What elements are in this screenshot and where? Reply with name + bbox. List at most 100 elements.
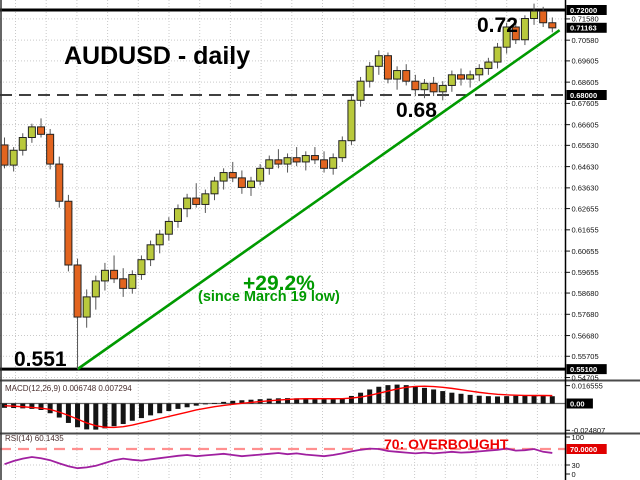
- candle-bullish: [329, 157, 338, 169]
- rsi-panel[interactable]: [0, 447, 566, 470]
- candle-bullish: [18, 137, 27, 151]
- candle-bearish: [539, 10, 548, 24]
- macd-histogram-bar: [440, 391, 446, 404]
- axis-price-label: 0.60655: [572, 247, 599, 256]
- axis-highlight-box: [566, 90, 607, 100]
- candle-bullish: [137, 259, 146, 276]
- axis-price-label: 0.61655: [572, 226, 599, 235]
- candle-bullish: [347, 99, 356, 142]
- macd-histogram-bar: [549, 396, 555, 404]
- macd-histogram-bar: [522, 395, 528, 404]
- candle-bullish: [173, 208, 182, 222]
- macd-histogram-bar: [403, 385, 409, 404]
- macd-panel[interactable]: [0, 384, 566, 430]
- candle-bearish: [0, 144, 9, 166]
- macd-histogram-bar: [120, 403, 126, 425]
- axis-highlight-box: [566, 444, 607, 454]
- candle-bullish: [219, 172, 228, 182]
- candle-bullish: [201, 193, 210, 205]
- axis-price-label-highlighted: 0.72000: [570, 6, 597, 15]
- axis-price-label: 0.62655: [572, 204, 599, 213]
- macd-histogram-bar: [193, 403, 199, 406]
- macd-histogram-bar: [239, 400, 245, 404]
- rsi-line: [4, 447, 553, 470]
- axis-price-label: 0.59655: [572, 268, 599, 277]
- axis-price-label: 0: [572, 470, 576, 479]
- candle-bullish: [447, 74, 456, 86]
- axis-price-label: 0.016555: [572, 381, 603, 390]
- chart-title: AUDUSD - daily: [64, 42, 250, 70]
- macd-histogram-bar: [312, 398, 318, 404]
- macd-histogram-bar: [111, 403, 117, 427]
- macd-histogram-bar: [348, 395, 354, 404]
- candle-bullish: [256, 167, 265, 182]
- axis-price-label: 0.64630: [572, 162, 599, 171]
- macd-histogram-bar: [20, 403, 26, 409]
- macd-histogram-bar: [230, 400, 236, 404]
- candle-bearish: [110, 269, 119, 280]
- candle-bullish: [530, 10, 539, 19]
- gain-annotation: +29.2%: [243, 272, 315, 295]
- axis-price-label-highlighted: 0.68000: [570, 91, 597, 100]
- candle-bearish: [511, 26, 520, 41]
- macd-histogram-bar: [504, 396, 510, 404]
- axis-price-label: 0.66605: [572, 120, 599, 129]
- axis-price-label: -0.024807: [572, 426, 606, 435]
- macd-histogram-bar: [221, 401, 227, 404]
- axis-price-label: 0.58680: [572, 289, 599, 298]
- candle-bullish: [338, 140, 347, 159]
- macd-histogram-bar: [47, 403, 53, 414]
- axis-price-label: 100: [572, 433, 585, 442]
- rsi-indicator-label: RSI(14) 60.1435: [5, 434, 64, 443]
- macd-histogram-bar: [476, 395, 482, 404]
- macd-signal-line: [4, 385, 553, 429]
- candle-bullish: [502, 26, 511, 48]
- candle-bearish: [320, 159, 329, 169]
- candle-bullish: [91, 280, 100, 298]
- trendline: [76, 29, 561, 371]
- macd-histogram-bar: [84, 403, 90, 430]
- macd-histogram-bar: [148, 403, 154, 416]
- macd-histogram-bar: [513, 395, 519, 404]
- macd-histogram-bar: [202, 403, 208, 405]
- axis-price-label: 0.56680: [572, 331, 599, 340]
- candle-bearish: [274, 159, 283, 165]
- candle-bullish: [183, 197, 192, 210]
- candle-bullish: [82, 296, 91, 318]
- macd-histogram-bar: [376, 386, 382, 404]
- candle-bullish: [247, 180, 256, 188]
- macd-histogram-bar: [157, 403, 163, 414]
- axis-price-label: 0.67605: [572, 99, 599, 108]
- macd-histogram-bar: [175, 403, 181, 409]
- axis-price-label-highlighted: 0.55100: [570, 365, 597, 374]
- candle-bullish: [484, 61, 493, 69]
- candle-bullish: [356, 80, 365, 101]
- axis-price-label: 30: [572, 461, 580, 470]
- low-level-label: 0.551: [14, 348, 67, 371]
- main-price-panel[interactable]: [0, 3, 566, 371]
- macd-histogram-bar: [531, 395, 537, 404]
- candle-bullish: [265, 159, 274, 169]
- axis-highlight-box: [566, 22, 607, 33]
- axis-highlight-box: [566, 364, 607, 375]
- candle-bullish: [374, 55, 383, 67]
- candle-bullish: [365, 65, 374, 82]
- candle-bullish: [493, 46, 502, 63]
- candle-bearish: [429, 82, 438, 93]
- macd-histogram-bar: [184, 403, 190, 408]
- candle-bullish: [420, 82, 429, 91]
- macd-histogram-bar: [166, 403, 172, 412]
- macd-histogram-bar: [129, 403, 135, 421]
- candle-bearish: [228, 172, 237, 179]
- macd-histogram-bar: [449, 392, 455, 404]
- axis-price-label: 0.57680: [572, 310, 599, 319]
- axis-highlight-box: [566, 5, 607, 15]
- candle-bearish: [292, 157, 301, 163]
- candle-bearish: [192, 197, 201, 205]
- macd-histogram-bar: [93, 403, 99, 430]
- macd-histogram-bar: [367, 389, 373, 404]
